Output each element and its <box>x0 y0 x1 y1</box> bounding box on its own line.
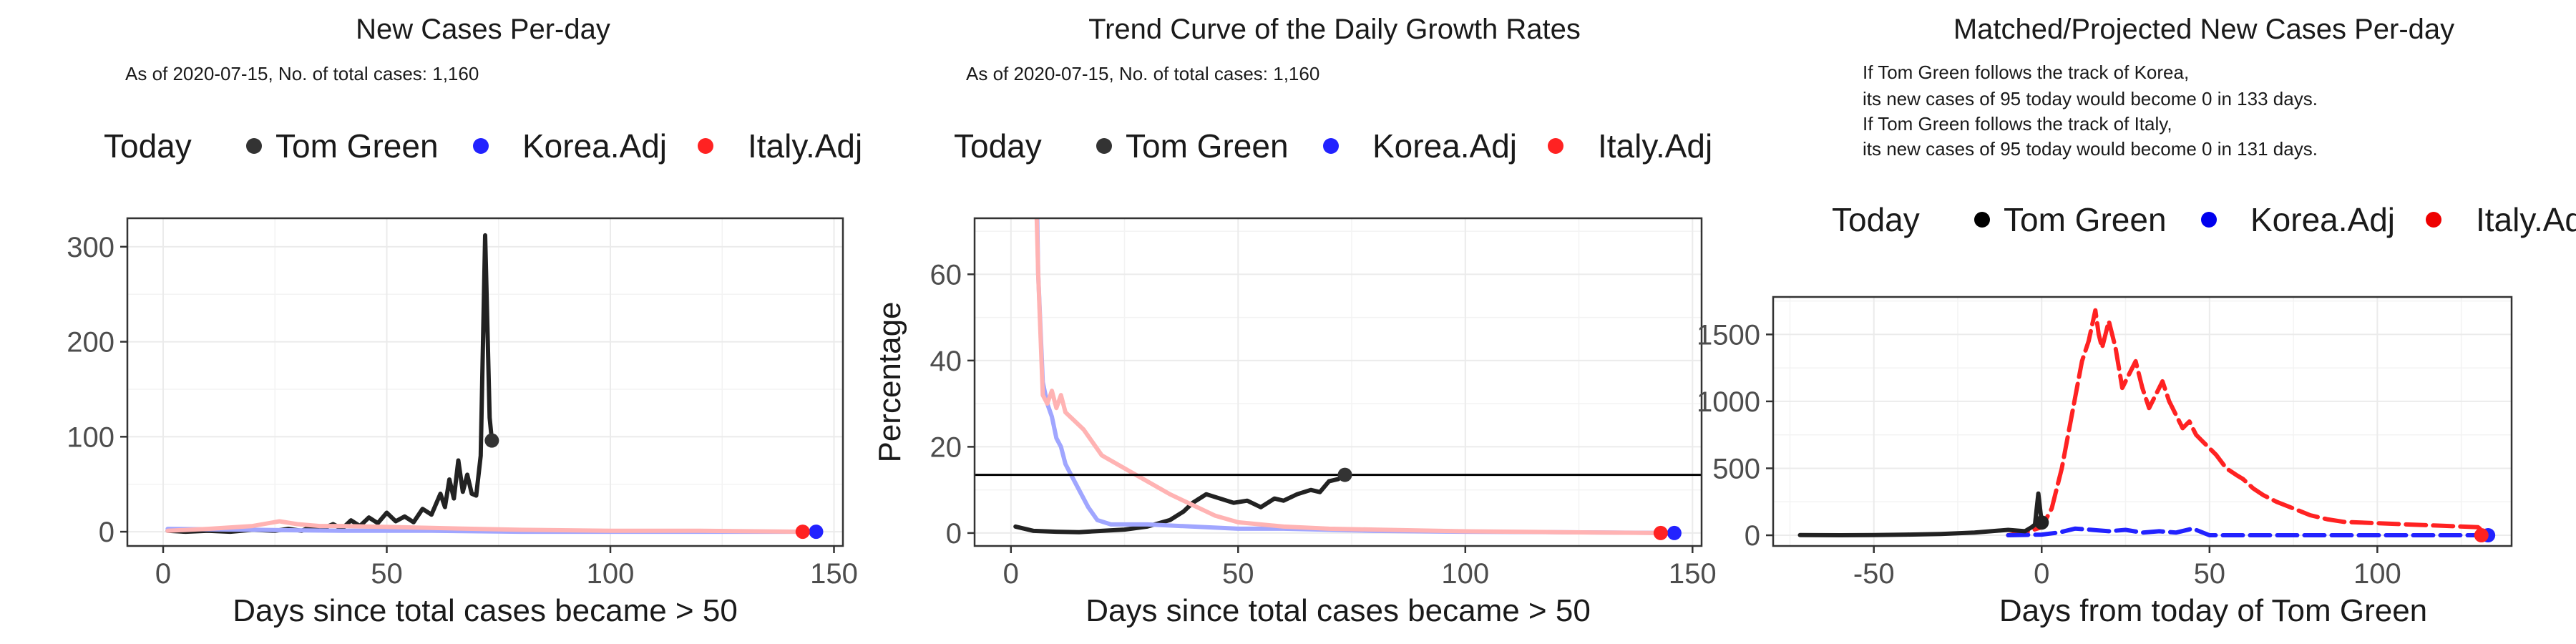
legend-key-korea <box>1323 138 1339 154</box>
panel-3-gridlines <box>1773 297 2512 546</box>
panel-1-title: New Cases Per-day <box>356 14 610 45</box>
x-tick-label: 50 <box>2194 558 2226 590</box>
legend-label-korea: Korea.Adj <box>2250 201 2395 238</box>
y-tick-label: 20 <box>930 431 962 463</box>
today-point-korea-adj <box>809 525 824 540</box>
series-line-tom-green <box>1797 491 2044 537</box>
today-point-italy-adj <box>1653 525 1668 540</box>
y-tick-label: 0 <box>946 518 962 550</box>
series-line-italy-adj <box>1034 218 1663 535</box>
series-line-tom-green <box>165 233 494 535</box>
panel-3-subtitle-line-4: its new cases of 95 today would become 0… <box>1863 138 2318 160</box>
panel-2-y-ticks: 0 20 40 60 <box>930 259 975 550</box>
panel-1-plot-frame <box>126 217 844 547</box>
x-tick-label: 100 <box>1441 558 1489 590</box>
panel-3-legend: Today Tom Green Korea.Adj Italy.Adj <box>1832 201 2576 238</box>
legend-key-korea <box>2201 212 2217 228</box>
legend-key-tom-green <box>1096 138 1112 154</box>
y-tick-label: 500 <box>1712 453 1760 484</box>
panel-new-cases: New Cases Per-day As of 2020-07-15, No. … <box>67 14 862 628</box>
legend-label-korea: Korea.Adj <box>1372 127 1517 165</box>
legend-key-tom-green <box>246 138 262 154</box>
panel-2-x-ticks: 0 50 100 150 <box>1003 546 1717 590</box>
legend-key-italy <box>2426 212 2441 228</box>
legend-title: Today <box>954 127 1042 165</box>
x-tick-label: 150 <box>810 558 858 590</box>
today-point-tom-green <box>1337 467 1352 482</box>
series-line-italy-adj <box>2006 308 2491 537</box>
panel-1-subtitle: As of 2020-07-15, No. of total cases: 1,… <box>125 63 479 84</box>
panel-projected-cases: Matched/Projected New Cases Per-day If T… <box>1697 14 2576 628</box>
series-line-italy-adj <box>165 519 805 535</box>
x-tick-label: -50 <box>1853 558 1895 590</box>
panel-2-series <box>1013 218 1677 535</box>
legend-label-italy: Italy.Adj <box>2476 201 2576 238</box>
panel-3-subtitle-line-3: If Tom Green follows the track of Italy, <box>1863 113 2172 135</box>
x-tick-label: 50 <box>1222 558 1254 590</box>
panel-1-legend: Today Tom Green Korea.Adj Italy.Adj <box>104 127 862 165</box>
legend-key-korea <box>473 138 489 154</box>
legend-key-tom-green <box>1974 212 1990 228</box>
y-tick-label: 60 <box>930 259 962 291</box>
panel-3-plot-frame <box>1772 296 2513 547</box>
y-tick-label: 200 <box>67 327 114 358</box>
x-tick-label: 0 <box>1003 558 1019 590</box>
y-tick-label: 1500 <box>1697 319 1760 351</box>
y-tick-label: 100 <box>67 421 114 453</box>
panel-3-x-ticks: -50 0 50 100 <box>1853 546 2401 590</box>
panel-3-y-ticks: 0 500 1000 1500 <box>1697 319 1773 552</box>
panel-1-x-ticks: 0 50 100 150 <box>155 546 858 590</box>
legend-label-tom-green: Tom Green <box>275 127 439 165</box>
legend-label-italy: Italy.Adj <box>1598 127 1712 165</box>
panel-3-today-points <box>2034 515 2496 543</box>
y-tick-label: 40 <box>930 346 962 377</box>
panel-growth-rates: Trend Curve of the Daily Growth Rates As… <box>872 14 1717 628</box>
legend-title: Today <box>1832 201 1920 238</box>
y-tick-label: 300 <box>67 232 114 263</box>
legend-label-korea: Korea.Adj <box>522 127 667 165</box>
panel-2-title: Trend Curve of the Daily Growth Rates <box>1088 14 1581 45</box>
panel-2-subtitle: As of 2020-07-15, No. of total cases: 1,… <box>966 63 1319 84</box>
x-tick-label: 50 <box>371 558 403 590</box>
panel-3-subtitle-line-2: its new cases of 95 today would become 0… <box>1863 88 2318 109</box>
panel-2-today-points <box>1337 467 1682 540</box>
panel-2-plot-frame <box>973 217 1703 547</box>
today-point-tom-green <box>2034 515 2049 530</box>
today-point-italy-adj <box>2474 528 2489 543</box>
x-tick-label: 150 <box>1669 558 1717 590</box>
panel-1-series <box>165 233 819 535</box>
legend-title: Today <box>104 127 192 165</box>
x-tick-label: 100 <box>2353 558 2401 590</box>
x-tick-label: 100 <box>587 558 635 590</box>
panel-2-x-axis-title: Days since total cases became > 50 <box>1085 593 1591 628</box>
legend-key-italy <box>698 138 713 154</box>
y-tick-label: 0 <box>99 517 114 548</box>
y-tick-label: 1000 <box>1697 386 1760 418</box>
panel-3-title: Matched/Projected New Cases Per-day <box>1953 14 2454 45</box>
today-point-korea-adj <box>1667 525 1682 540</box>
series-line-tom-green <box>1013 472 1347 535</box>
panel-2-y-axis-title: Percentage <box>872 301 907 462</box>
panel-1-x-axis-title: Days since total cases became > 50 <box>233 593 738 628</box>
panel-2-legend: Today Tom Green Korea.Adj Italy.Adj <box>954 127 1712 165</box>
panel-3-subtitle-line-1: If Tom Green follows the track of Korea, <box>1863 62 2189 83</box>
panel-3-x-axis-title: Days from today of Tom Green <box>1999 593 2427 628</box>
today-point-tom-green <box>484 433 499 448</box>
legend-label-italy: Italy.Adj <box>748 127 862 165</box>
x-tick-label: 0 <box>155 558 171 590</box>
legend-label-tom-green: Tom Green <box>1126 127 1289 165</box>
today-point-italy-adj <box>795 525 810 540</box>
legend-key-italy <box>1548 138 1563 154</box>
series-line-korea-adj <box>2006 526 2491 537</box>
y-tick-label: 0 <box>1745 520 1760 552</box>
x-tick-label: 0 <box>2034 558 2049 590</box>
panel-1-y-ticks: 0 100 200 300 <box>67 232 127 548</box>
legend-label-tom-green: Tom Green <box>2004 201 2167 238</box>
panel-1-today-points <box>484 433 824 540</box>
